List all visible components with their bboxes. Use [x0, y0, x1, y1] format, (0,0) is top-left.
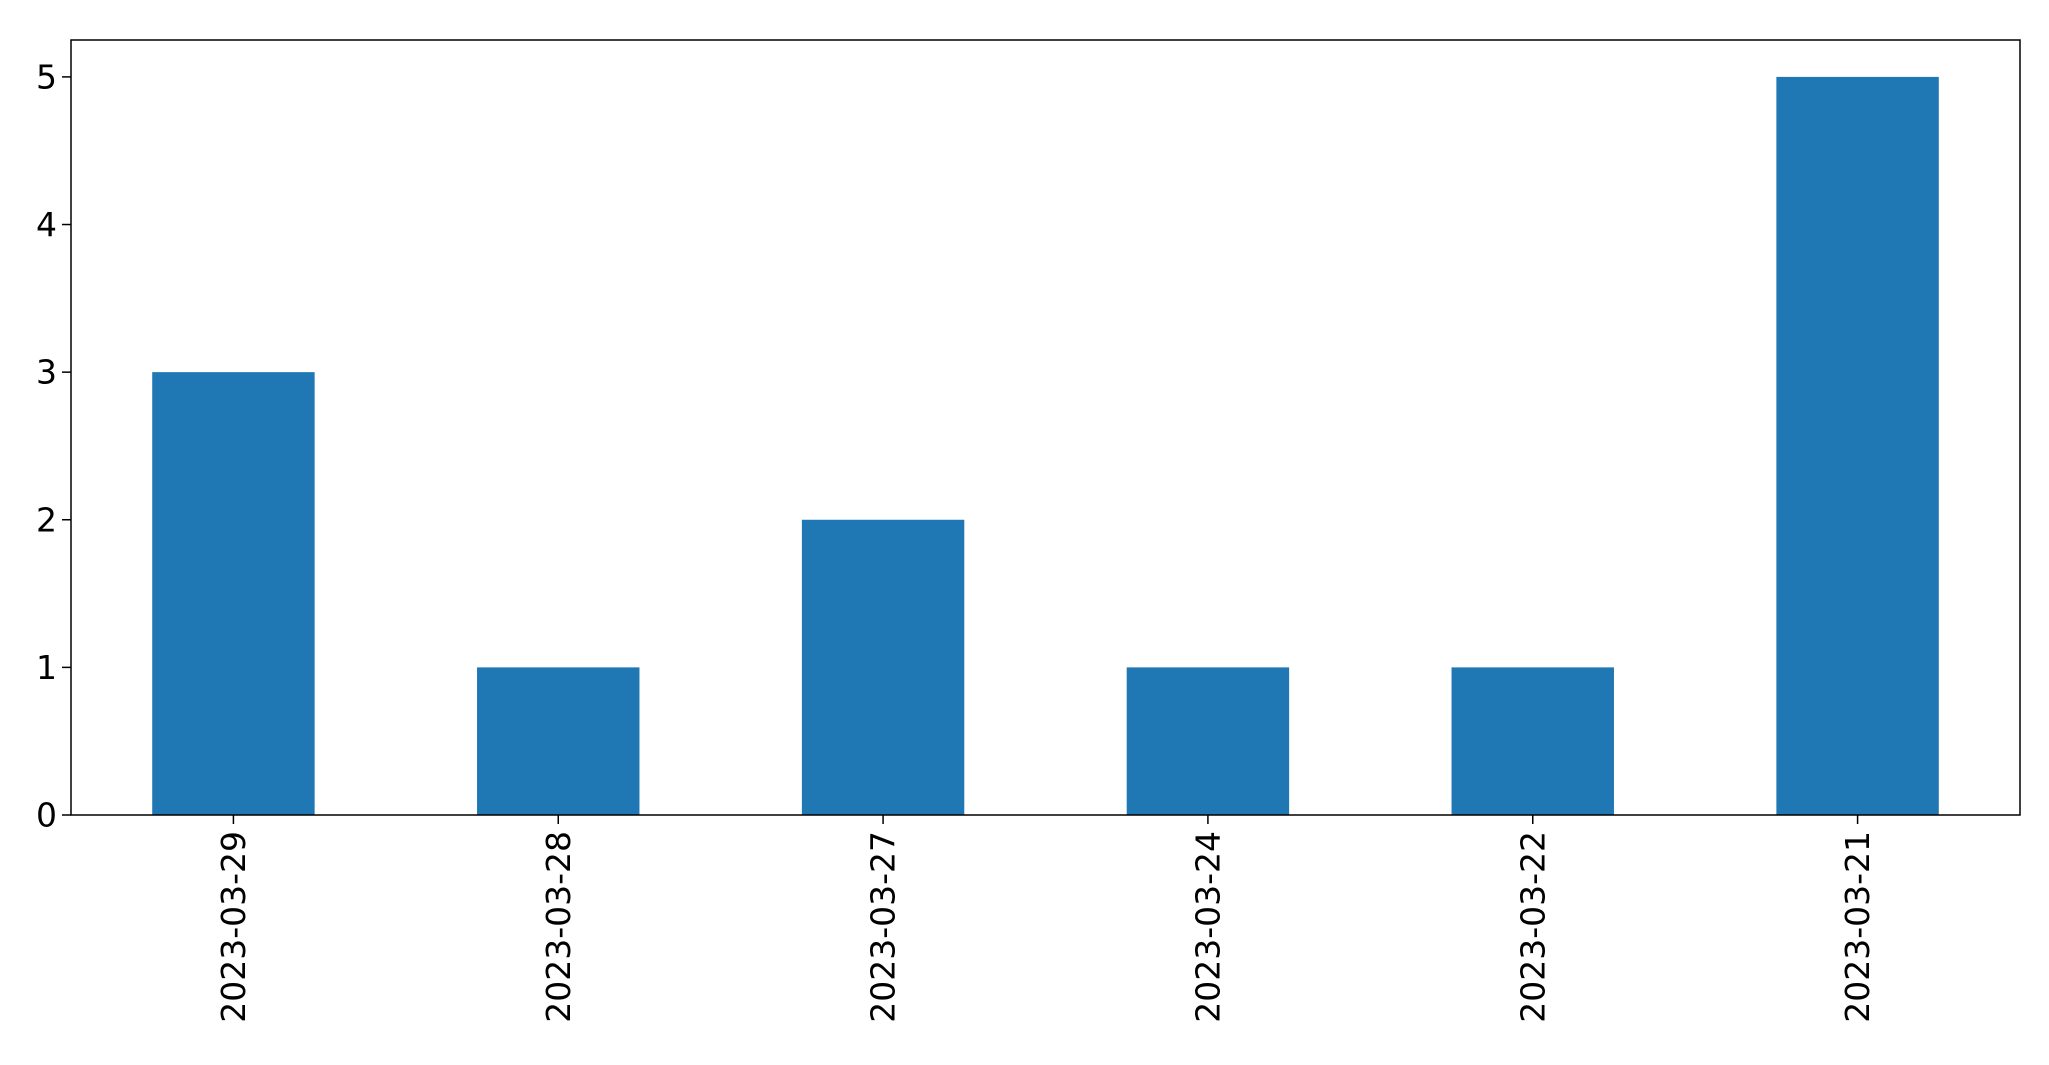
y-tick-label: 3 [36, 353, 57, 392]
x-tick-label: 2023-03-29 [214, 831, 253, 1023]
y-tick-label: 5 [36, 57, 57, 96]
x-tick-label: 2023-03-27 [864, 831, 903, 1023]
y-tick-label: 0 [36, 796, 57, 835]
plot-frame [70, 39, 2021, 816]
y-axis-ticks: 0 1 2 3 4 5 [36, 57, 71, 835]
bar-2023-03-28 [477, 667, 640, 815]
bar-2023-03-24 [1126, 667, 1290, 815]
x-tick-label: 2023-03-28 [539, 831, 578, 1023]
bar-2023-03-22 [1451, 667, 1614, 815]
y-tick-label: 4 [36, 205, 57, 244]
bar-2023-03-29 [152, 372, 315, 815]
x-tick-label: 2023-03-22 [1513, 831, 1552, 1023]
x-axis-ticks: 2023-03-29 2023-03-28 2023-03-27 2023-03-24… [214, 815, 1877, 1023]
y-tick-label: 1 [36, 648, 57, 687]
y-tick-label: 2 [36, 500, 57, 539]
bar-2023-03-21 [1776, 76, 1939, 815]
x-tick-label: 2023-03-21 [1838, 831, 1877, 1023]
bars-layer [152, 76, 1939, 815]
x-tick-label: 2023-03-24 [1188, 831, 1227, 1023]
bar-2023-03-27 [801, 519, 965, 815]
